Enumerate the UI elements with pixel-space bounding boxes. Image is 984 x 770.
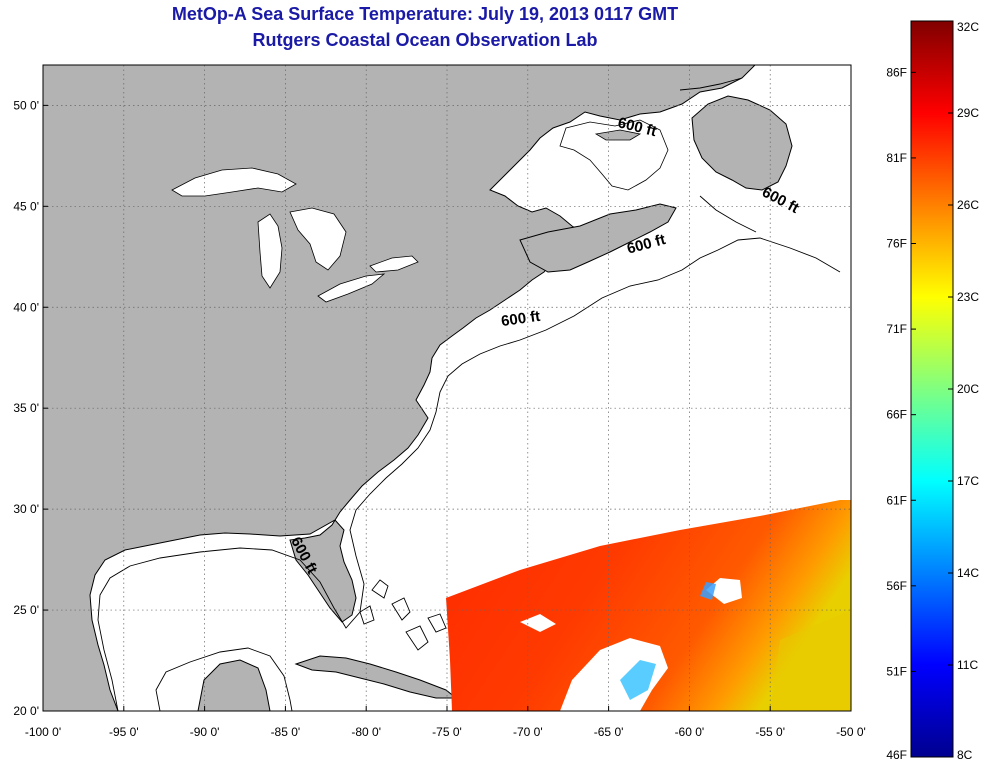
lon-tick-label: -65 0' — [594, 725, 624, 739]
colorbar-f-label: 71F — [886, 322, 907, 336]
contour-label-600ft: 600 ft — [500, 308, 541, 330]
colorbar-f-label: 76F — [886, 237, 907, 251]
lat-tick-label: 45 0' — [13, 199, 39, 213]
lon-tick-label: -90 0' — [190, 725, 220, 739]
gulf-of-st-lawrence — [559, 119, 669, 191]
lon-tick-label: -100 0' — [25, 725, 61, 739]
newfoundland-land — [691, 95, 793, 191]
lon-tick-label: -55 0' — [755, 725, 785, 739]
colorbar-c-label: 26C — [957, 198, 979, 212]
shelf-contour-600ft — [97, 237, 841, 711]
yucatan-land — [197, 659, 271, 711]
colorbar-c-label: 23C — [957, 290, 979, 304]
colorbar-f-label: 61F — [886, 493, 907, 507]
colorbar-c-label: 14C — [957, 566, 979, 580]
colorbar-f-label: 81F — [886, 151, 907, 165]
lon-tick-label: -85 0' — [271, 725, 301, 739]
lake-ontario — [369, 255, 419, 273]
colorbar-c-label: 11C — [957, 658, 978, 672]
lon-tick-label: -70 0' — [513, 725, 543, 739]
lat-tick-label: 40 0' — [13, 300, 39, 314]
lake-michigan — [257, 213, 283, 289]
lat-tick-label: 50 0' — [13, 98, 39, 112]
colorbar-f-label: 51F — [886, 664, 907, 678]
nova-scotia-land — [519, 203, 677, 273]
lon-tick-label: -60 0' — [675, 725, 705, 739]
lat-tick-label: 20 0' — [13, 704, 39, 718]
colorbar-f-label: 86F — [886, 65, 907, 79]
lon-tick-label: -75 0' — [432, 725, 462, 739]
map-subtitle: Rutgers Coastal Ocean Observation Lab — [252, 30, 598, 50]
colorbar-ticks: 8C 11C 14C 17C 20C 23C 26C 29C 32C 46F 51F 56F 61F 66… — [886, 20, 979, 762]
lat-tick-label: 30 0' — [13, 502, 39, 516]
colorbar-c-label: 17C — [957, 474, 979, 488]
lake-erie — [317, 273, 386, 303]
lon-tick-label: -80 0' — [351, 725, 381, 739]
colorbar-f-label: 66F — [886, 408, 907, 422]
map-title: MetOp-A Sea Surface Temperature: July 19… — [171, 4, 679, 24]
anticosti-island — [594, 129, 642, 141]
warm-edge-east — [770, 610, 851, 711]
lon-tick-label: -95 0' — [109, 725, 139, 739]
colorbar-c-label: 29C — [957, 106, 979, 120]
lake-huron — [289, 207, 347, 271]
lake-superior — [171, 167, 297, 197]
lat-tick-label: 35 0' — [13, 401, 39, 415]
colorbar — [910, 20, 954, 758]
lat-tick-label: 25 0' — [13, 603, 39, 617]
cool-patch-2 — [620, 660, 656, 700]
sst-swath — [446, 500, 851, 711]
colorbar-c-label: 20C — [957, 382, 979, 396]
bahamas-islands — [359, 579, 447, 651]
lon-tick-label: -50 0' — [836, 725, 866, 739]
gulf-shelf-contour — [155, 647, 293, 711]
axis-ticks: -100 0' -95 0' -90 0' -85 0' -80 0' -75 0' -70… — [13, 98, 865, 739]
cloud-gap-3 — [520, 614, 556, 632]
north-america-land — [43, 65, 756, 711]
colorbar-c-label: 8C — [957, 748, 973, 762]
colorbar-f-label: 46F — [886, 748, 907, 762]
colorbar-c-label: 32C — [957, 20, 979, 34]
colorbar-f-label: 56F — [886, 579, 907, 593]
labrador-shelf-contour — [679, 77, 757, 233]
cool-patch-1 — [700, 582, 716, 600]
